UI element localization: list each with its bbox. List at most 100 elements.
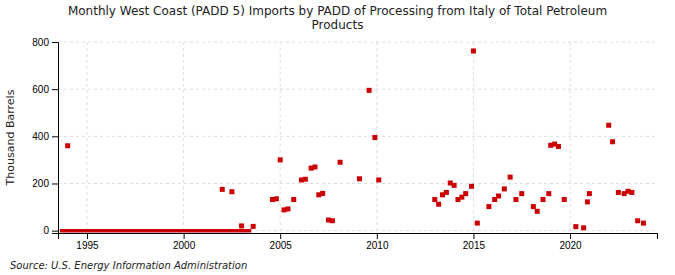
point xyxy=(546,191,551,196)
point xyxy=(372,135,377,140)
point xyxy=(629,190,634,195)
tick-label: 2010 xyxy=(366,240,389,251)
point xyxy=(508,175,513,180)
grid-line xyxy=(58,42,657,43)
point xyxy=(475,221,480,226)
plot: 1995 2000 2005 2010 2015 2020 0 200 400 600 800 Tho… xyxy=(4,37,658,251)
point xyxy=(303,177,308,182)
tick-label: 2015 xyxy=(463,240,486,251)
point xyxy=(573,224,578,229)
point xyxy=(285,206,290,211)
tick-label: 600 xyxy=(32,84,49,95)
grid-line xyxy=(280,42,281,233)
tick-mark xyxy=(473,233,474,239)
tick-mark xyxy=(377,233,378,239)
point xyxy=(291,197,296,202)
grid-line xyxy=(58,230,657,231)
point xyxy=(338,160,343,165)
tick: 1995 xyxy=(76,233,99,251)
point xyxy=(513,197,518,202)
tick: 2010 xyxy=(366,233,389,251)
tick-label: 0 xyxy=(43,225,49,236)
point xyxy=(251,224,256,229)
point xyxy=(444,190,449,195)
tick-mark xyxy=(52,231,58,232)
grid xyxy=(58,42,657,233)
tick: 600 xyxy=(32,84,58,95)
point xyxy=(562,197,567,202)
point xyxy=(469,184,474,189)
tick-mark xyxy=(280,233,281,239)
point xyxy=(556,144,561,149)
tick-mark xyxy=(52,89,58,90)
point xyxy=(229,189,234,194)
tick-label: 1995 xyxy=(76,240,99,251)
point xyxy=(540,197,545,202)
point xyxy=(610,139,615,144)
point xyxy=(616,190,621,195)
point xyxy=(641,221,646,226)
grid-line xyxy=(473,42,474,233)
tick-mark xyxy=(52,183,58,184)
point xyxy=(357,176,362,181)
tick: 2000 xyxy=(173,233,196,251)
tick-mark xyxy=(570,233,571,239)
grid-line xyxy=(86,42,87,233)
grid-line xyxy=(570,42,571,233)
tick: 2015 xyxy=(463,233,486,251)
point xyxy=(531,204,536,209)
tick-label: 800 xyxy=(32,37,49,48)
tick-mark xyxy=(184,233,185,239)
point xyxy=(274,196,279,201)
tick: 200 xyxy=(32,178,58,189)
point xyxy=(65,143,70,148)
point xyxy=(239,223,244,228)
zero-line xyxy=(60,229,251,233)
tick: 2020 xyxy=(559,233,582,251)
point xyxy=(502,186,507,191)
point xyxy=(330,218,335,223)
point xyxy=(436,202,441,207)
tick-mark xyxy=(87,233,88,239)
tick: 400 xyxy=(32,131,58,142)
point xyxy=(432,197,437,202)
point xyxy=(519,191,524,196)
point xyxy=(367,88,372,93)
source: Source: U.S. Energy Information Administ… xyxy=(10,260,247,271)
tick-label: 2005 xyxy=(270,240,293,251)
tick-mark xyxy=(52,136,58,137)
tick-label: 2000 xyxy=(173,240,196,251)
point xyxy=(320,191,325,196)
point xyxy=(635,218,640,223)
chart: Monthly West Coast (PADD 5) Imports by P… xyxy=(0,0,675,275)
point xyxy=(496,193,501,198)
point xyxy=(471,48,476,53)
point xyxy=(452,183,457,188)
point xyxy=(606,123,611,128)
point xyxy=(278,157,283,162)
point xyxy=(535,209,540,214)
marks xyxy=(60,48,646,230)
tick: 0 xyxy=(43,225,58,236)
point xyxy=(376,177,381,182)
tick: 2005 xyxy=(270,233,293,251)
grid-line xyxy=(58,89,657,90)
tick-label: 2020 xyxy=(559,240,582,251)
point xyxy=(312,164,317,169)
tick-label: 400 xyxy=(32,131,49,142)
tick: 800 xyxy=(32,37,58,48)
point xyxy=(585,199,590,204)
grid-line xyxy=(58,183,657,184)
y-axis: 0 200 400 600 800 xyxy=(32,37,58,237)
point xyxy=(463,191,468,196)
grid-line xyxy=(183,42,184,233)
y-axis-label: Thousand Barrels xyxy=(4,89,17,186)
point xyxy=(220,187,225,192)
axis-line xyxy=(52,43,59,234)
grid-line xyxy=(58,136,657,137)
x-axis: 1995 2000 2005 2010 2015 2020 xyxy=(59,233,658,251)
point xyxy=(486,204,491,209)
point xyxy=(587,191,592,196)
tick-mark xyxy=(52,42,58,43)
point xyxy=(581,225,586,230)
